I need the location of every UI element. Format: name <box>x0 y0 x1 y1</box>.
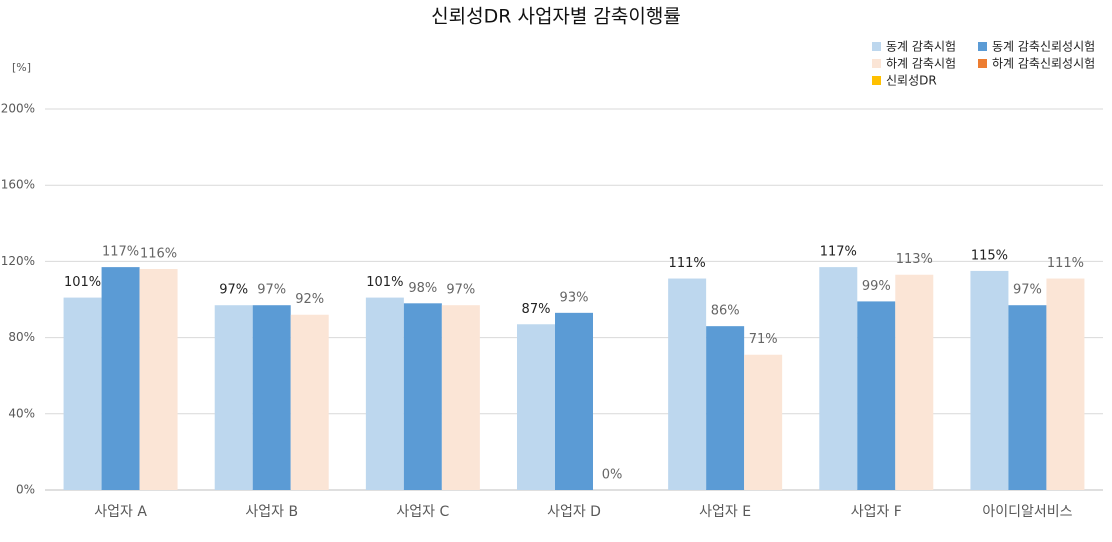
bar <box>517 324 555 490</box>
legend-swatch <box>872 59 881 68</box>
x-tick-label: 사업자 C <box>396 504 449 520</box>
bar <box>1046 278 1085 490</box>
bar <box>1008 305 1047 490</box>
legend-swatch <box>978 59 987 68</box>
bar <box>101 267 140 490</box>
data-label: 98% <box>408 281 437 296</box>
data-label: 99% <box>862 279 891 294</box>
data-label: 117% <box>820 245 857 260</box>
legend-label: 신뢰성DR <box>886 74 937 88</box>
data-label: 86% <box>711 304 740 319</box>
data-label: 101% <box>64 275 101 290</box>
bar <box>706 326 745 490</box>
bar <box>555 312 593 490</box>
chart-title: 신뢰성DR 사업자별 감축이행률 <box>431 6 681 28</box>
data-label: 97% <box>1013 283 1042 298</box>
legend-swatch <box>872 76 881 85</box>
bar <box>668 278 707 490</box>
bar <box>252 305 291 490</box>
data-label: 93% <box>560 290 589 305</box>
bar <box>403 303 442 490</box>
legend-label: 동계 감축신뢰성시험 <box>992 40 1095 54</box>
y-tick-label: 0% <box>16 483 35 497</box>
data-label: 97% <box>257 283 286 298</box>
bar <box>63 297 102 490</box>
bar <box>290 314 329 490</box>
legend-label: 하계 감축신뢰성시험 <box>992 57 1095 71</box>
data-label: 113% <box>896 252 933 267</box>
x-tick-label: 사업자 E <box>699 504 751 520</box>
bar <box>441 305 480 490</box>
bar <box>744 354 783 490</box>
bar <box>857 301 896 490</box>
bar <box>895 274 934 490</box>
x-tick-label: 사업자 D <box>547 504 601 520</box>
bar <box>970 270 1009 490</box>
data-label: 101% <box>366 275 403 290</box>
x-tick-label: 사업자 B <box>245 504 298 520</box>
y-axis-label: [%] <box>12 61 31 74</box>
data-label: 87% <box>522 302 551 317</box>
x-tick-label: 사업자 F <box>851 504 902 520</box>
legend-swatch <box>872 42 881 51</box>
data-label: 92% <box>295 292 324 307</box>
bar <box>365 297 404 490</box>
bar <box>819 267 858 490</box>
bar <box>139 269 178 490</box>
legend-label: 동계 감축시험 <box>886 40 956 54</box>
y-tick-label: 160% <box>1 178 35 192</box>
data-label: 97% <box>219 283 248 298</box>
data-label: 115% <box>971 248 1008 263</box>
data-label: 97% <box>446 283 475 298</box>
data-label: 0% <box>602 468 623 483</box>
legend-swatch <box>978 42 987 51</box>
legend-label: 하계 감축시험 <box>886 57 956 71</box>
data-label: 116% <box>140 247 177 262</box>
data-label: 117% <box>102 245 139 260</box>
y-tick-label: 40% <box>8 406 35 420</box>
bar <box>214 305 253 490</box>
y-tick-label: 120% <box>1 254 35 268</box>
data-label: 71% <box>749 332 778 347</box>
x-tick-label: 아이디알서비스 <box>982 504 1072 520</box>
data-label: 111% <box>1047 256 1084 271</box>
x-tick-label: 사업자 A <box>94 504 147 520</box>
data-label: 111% <box>669 256 706 271</box>
y-tick-label: 200% <box>1 102 35 116</box>
y-tick-label: 80% <box>8 330 35 344</box>
